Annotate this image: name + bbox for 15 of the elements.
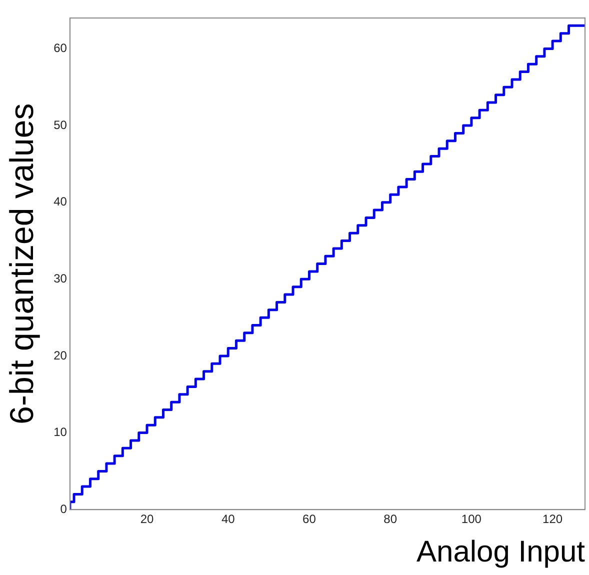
x-tick-label: 60 bbox=[302, 512, 316, 526]
y-tick-label: 40 bbox=[54, 194, 68, 209]
x-tick-label: 80 bbox=[384, 512, 398, 526]
x-axis-title: Analog Input bbox=[416, 535, 586, 568]
x-tick-label: 20 bbox=[140, 512, 154, 526]
x-tick-label: 100 bbox=[461, 512, 482, 526]
y-tick-label: 30 bbox=[54, 271, 68, 286]
y-axis-title: 6-bit quantized values bbox=[2, 103, 40, 424]
y-tick-label: 60 bbox=[54, 41, 68, 56]
x-tick-label: 40 bbox=[221, 512, 236, 526]
y-tick-label: 20 bbox=[54, 348, 68, 362]
x-tick-label: 120 bbox=[542, 512, 563, 526]
y-tick-label: 0 bbox=[60, 502, 68, 516]
y-tick-label: 10 bbox=[54, 425, 68, 440]
y-tick-label: 50 bbox=[54, 118, 68, 132]
